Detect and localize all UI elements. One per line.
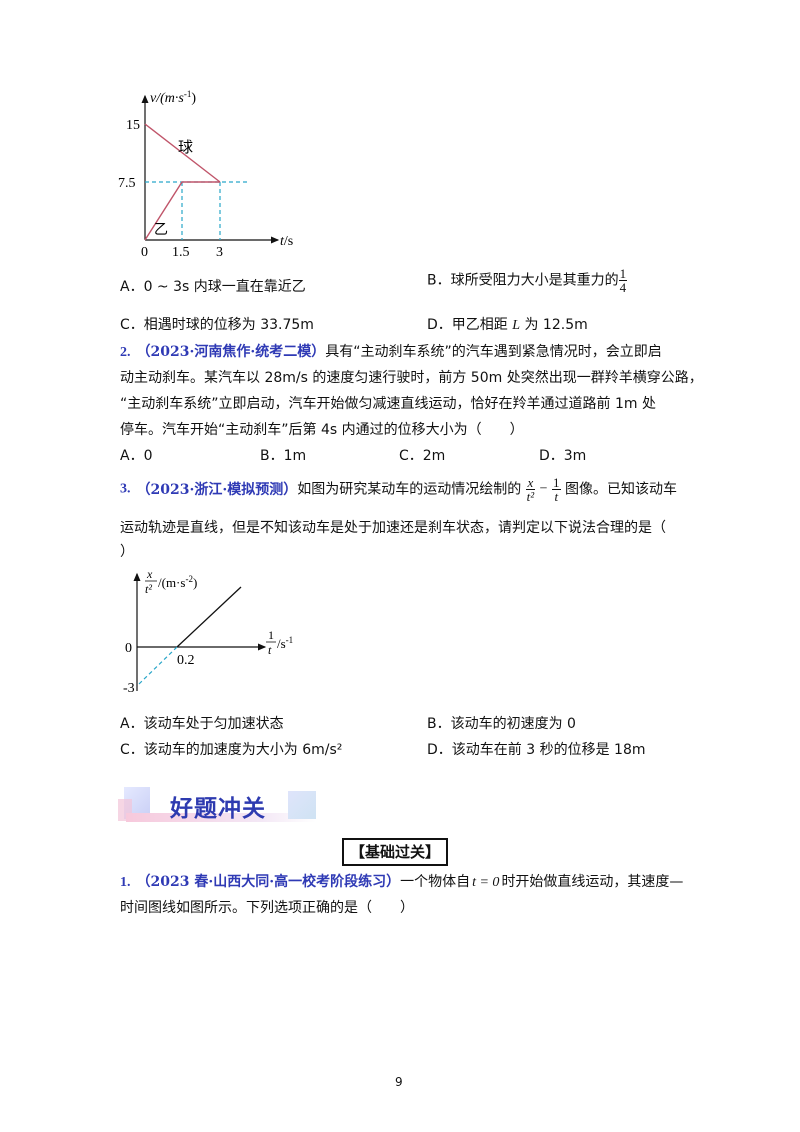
q3-line3: ）: [120, 544, 134, 560]
q2-option-d: D．3m: [539, 448, 587, 464]
y-tick-7.5: 7.5: [118, 176, 136, 191]
prev-option-b: B．球所受阻力大小是其重力的 1 4: [427, 266, 628, 295]
y-label-num: x: [146, 567, 153, 581]
q3-option-a: A．该动车处于匀加速状态: [120, 716, 284, 732]
banner-underline: [126, 813, 316, 822]
label-ball: 球: [178, 139, 193, 156]
q2-option-c: C．2m: [399, 448, 446, 464]
q2-line4: 停车。汽车开始“主动刹车”后第 4s 内通过的位移大小为（ ）: [120, 422, 524, 438]
banner: 好题冲关: [118, 785, 328, 825]
solid-line: [176, 586, 242, 648]
q3-line1: 3. （2023·浙江·模拟预测）如图为研究某动车的运动情况绘制的 x t² − 1…: [120, 475, 677, 504]
prev-option-b-text: B．球所受阻力大小是其重力的: [427, 272, 619, 289]
label-yi: 乙: [154, 222, 168, 238]
q1-source: （2023 春·山西大同·高一校考阶段练习）: [136, 874, 401, 890]
x-tick-0: 0: [141, 245, 148, 260]
q2-source: （2023·河南焦作·统考二模）: [136, 344, 326, 360]
q2-line3: “主动刹车系统”立即启动，汽车开始做匀减速直线运动，恰好在羚羊通过道路前 1m …: [120, 396, 656, 412]
y-axis-label: v/(m·s-1): [150, 89, 196, 106]
banner-right-decor: [288, 791, 316, 819]
x-label-den: t: [268, 643, 272, 657]
q3-line2: 运动轨迹是直线，但是不知该动车是处于加速还是刹车状态，请判定以下说法合理的是（: [120, 520, 666, 536]
q3-source: （2023·浙江·模拟预测）: [136, 481, 298, 498]
x-axis-label: t/s: [280, 234, 293, 249]
y-label-unit: /(m·s-2): [158, 574, 197, 590]
vt-graph: 15 7.5 0 1.5 3 球 乙 v/(m·s-1) t/s: [118, 89, 293, 260]
q2-line1: 2. （2023·河南焦作·统考二模）具有“主动刹车系统”的汽车遇到紧急情况时，会…: [120, 344, 662, 360]
q3-option-d: D．该动车在前 3 秒的位移是 18m: [427, 742, 646, 758]
ball-line: [144, 123, 221, 183]
tick-0.2: 0.2: [177, 653, 195, 668]
tick-zero: 0: [125, 641, 132, 656]
prev-option-a: A．0 ~ 3s 内球一直在靠近乙: [120, 279, 306, 295]
xt-graph: 0 0.2 -3 x t² /(m·s-2) 1 t /s-1: [123, 567, 293, 696]
fraction-x-over-t2: x t²: [525, 475, 536, 504]
q3-number: 3.: [120, 481, 131, 497]
x-tick-3: 3: [216, 245, 223, 260]
q1-line2: 时间图线如图所示。下列选项正确的是（ ）: [120, 900, 414, 916]
q1-line1: 1. （2023 春·山西大同·高一校考阶段练习）一个物体自 t = 0 时开始做直线…: [120, 874, 684, 890]
q1-number: 1.: [120, 875, 131, 890]
q3-option-c: C．该动车的加速度为大小为 6m/s²: [120, 742, 343, 758]
prev-option-c: C．相遇时球的位移为 33.75m: [120, 317, 314, 333]
y-tick-15: 15: [126, 118, 140, 133]
prev-option-d: D．甲乙相距 L 为 12.5m: [427, 317, 588, 333]
y-label-den: t²: [145, 582, 152, 596]
page-number: 9: [395, 1075, 403, 1089]
x-label-num: 1: [268, 628, 274, 642]
q2-line2: 动主动刹车。某汽车以 28m/s 的速度匀速行驶时，前方 50m 处突然出现一群…: [120, 370, 703, 386]
q1-math: t = 0: [472, 875, 500, 890]
q2-option-a: A．0: [120, 448, 153, 464]
x-label-unit: /s-1: [277, 635, 293, 651]
yi-line: [144, 181, 220, 241]
banner-title: 好题冲关: [170, 796, 266, 822]
x-tick-1.5: 1.5: [172, 245, 190, 260]
q2-number: 2.: [120, 345, 131, 360]
section-title: 【基础过关】: [342, 838, 449, 866]
tick-neg3: -3: [123, 681, 135, 696]
q3-option-b: B．该动车的初速度为 0: [427, 716, 576, 732]
dashed-extension: [138, 646, 178, 685]
q2-option-b: B．1m: [260, 448, 307, 464]
